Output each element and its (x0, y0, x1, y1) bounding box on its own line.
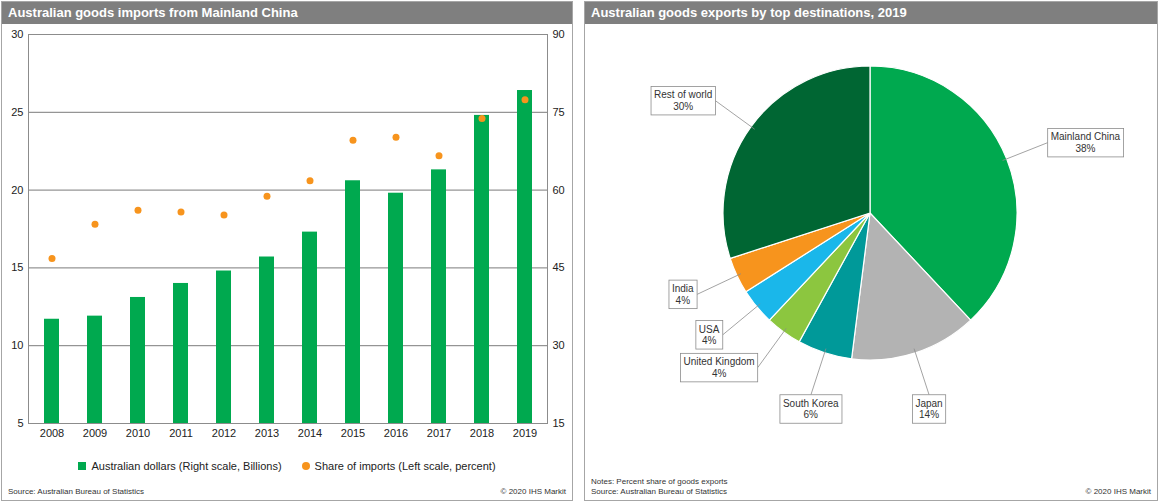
svg-text:USA4%: USA4% (699, 324, 720, 347)
svg-text:Japan14%: Japan14% (915, 398, 942, 421)
svg-text:30: 30 (11, 28, 23, 40)
svg-text:Mainland China38%: Mainland China38% (1051, 131, 1121, 154)
svg-text:2016: 2016 (384, 427, 408, 439)
svg-text:20: 20 (11, 184, 23, 196)
svg-text:25: 25 (11, 106, 23, 118)
html-text:Share of imports (Left scale,: Share of imports (Left scale, percent) (314, 460, 496, 472)
svg-text:United Kingdom4%: United Kingdom4% (684, 356, 755, 379)
svg-text:South Korea6%: South Korea6% (783, 398, 839, 421)
svg-text:2019: 2019 (513, 427, 537, 439)
svg-text:2017: 2017 (427, 427, 451, 439)
svg-text:Rest of world30%: Rest of world30% (654, 89, 712, 112)
html-text:Australian goods imports from: Australian goods imports from Mainland C… (8, 5, 298, 20)
html-text:Australian goods exports by to: Australian goods exports by top destinat… (591, 5, 907, 20)
svg-text:5: 5 (17, 417, 23, 429)
html-text:© 2020 IHS Markit: © 2020 IHS Markit (500, 487, 566, 496)
svg-text:15: 15 (553, 417, 565, 429)
svg-text:60: 60 (553, 184, 565, 196)
svg-text:2014: 2014 (298, 427, 322, 439)
svg-text:30: 30 (553, 339, 565, 351)
svg-text:India4%: India4% (672, 283, 694, 306)
svg-text:15: 15 (11, 261, 23, 273)
html-text:Australian dollars (Right scal: Australian dollars (Right scale, Billion… (91, 460, 282, 472)
svg-text:10: 10 (11, 339, 23, 351)
svg-text:2011: 2011 (169, 427, 193, 439)
svg-text:45: 45 (553, 261, 565, 273)
svg-text:2012: 2012 (212, 427, 236, 439)
svg-text:2010: 2010 (126, 427, 150, 439)
html-text:© 2020 IHS Markit: © 2020 IHS Markit (1085, 487, 1151, 496)
html-text:Source: Australian Bureau of S: Source: Australian Bureau of Statistics (8, 487, 145, 496)
svg-text:90: 90 (553, 28, 565, 40)
html-text:Notes: Percent share of goods: Notes: Percent share of goods exports (591, 477, 728, 486)
svg-text:75: 75 (553, 106, 565, 118)
svg-text:2008: 2008 (40, 427, 64, 439)
svg-text:2015: 2015 (341, 427, 365, 439)
svg-text:2009: 2009 (83, 427, 107, 439)
svg-text:2013: 2013 (255, 427, 279, 439)
svg-text:2018: 2018 (470, 427, 494, 439)
html-text:Source: Australian Bureau of S: Source: Australian Bureau of Statistics (591, 487, 728, 496)
